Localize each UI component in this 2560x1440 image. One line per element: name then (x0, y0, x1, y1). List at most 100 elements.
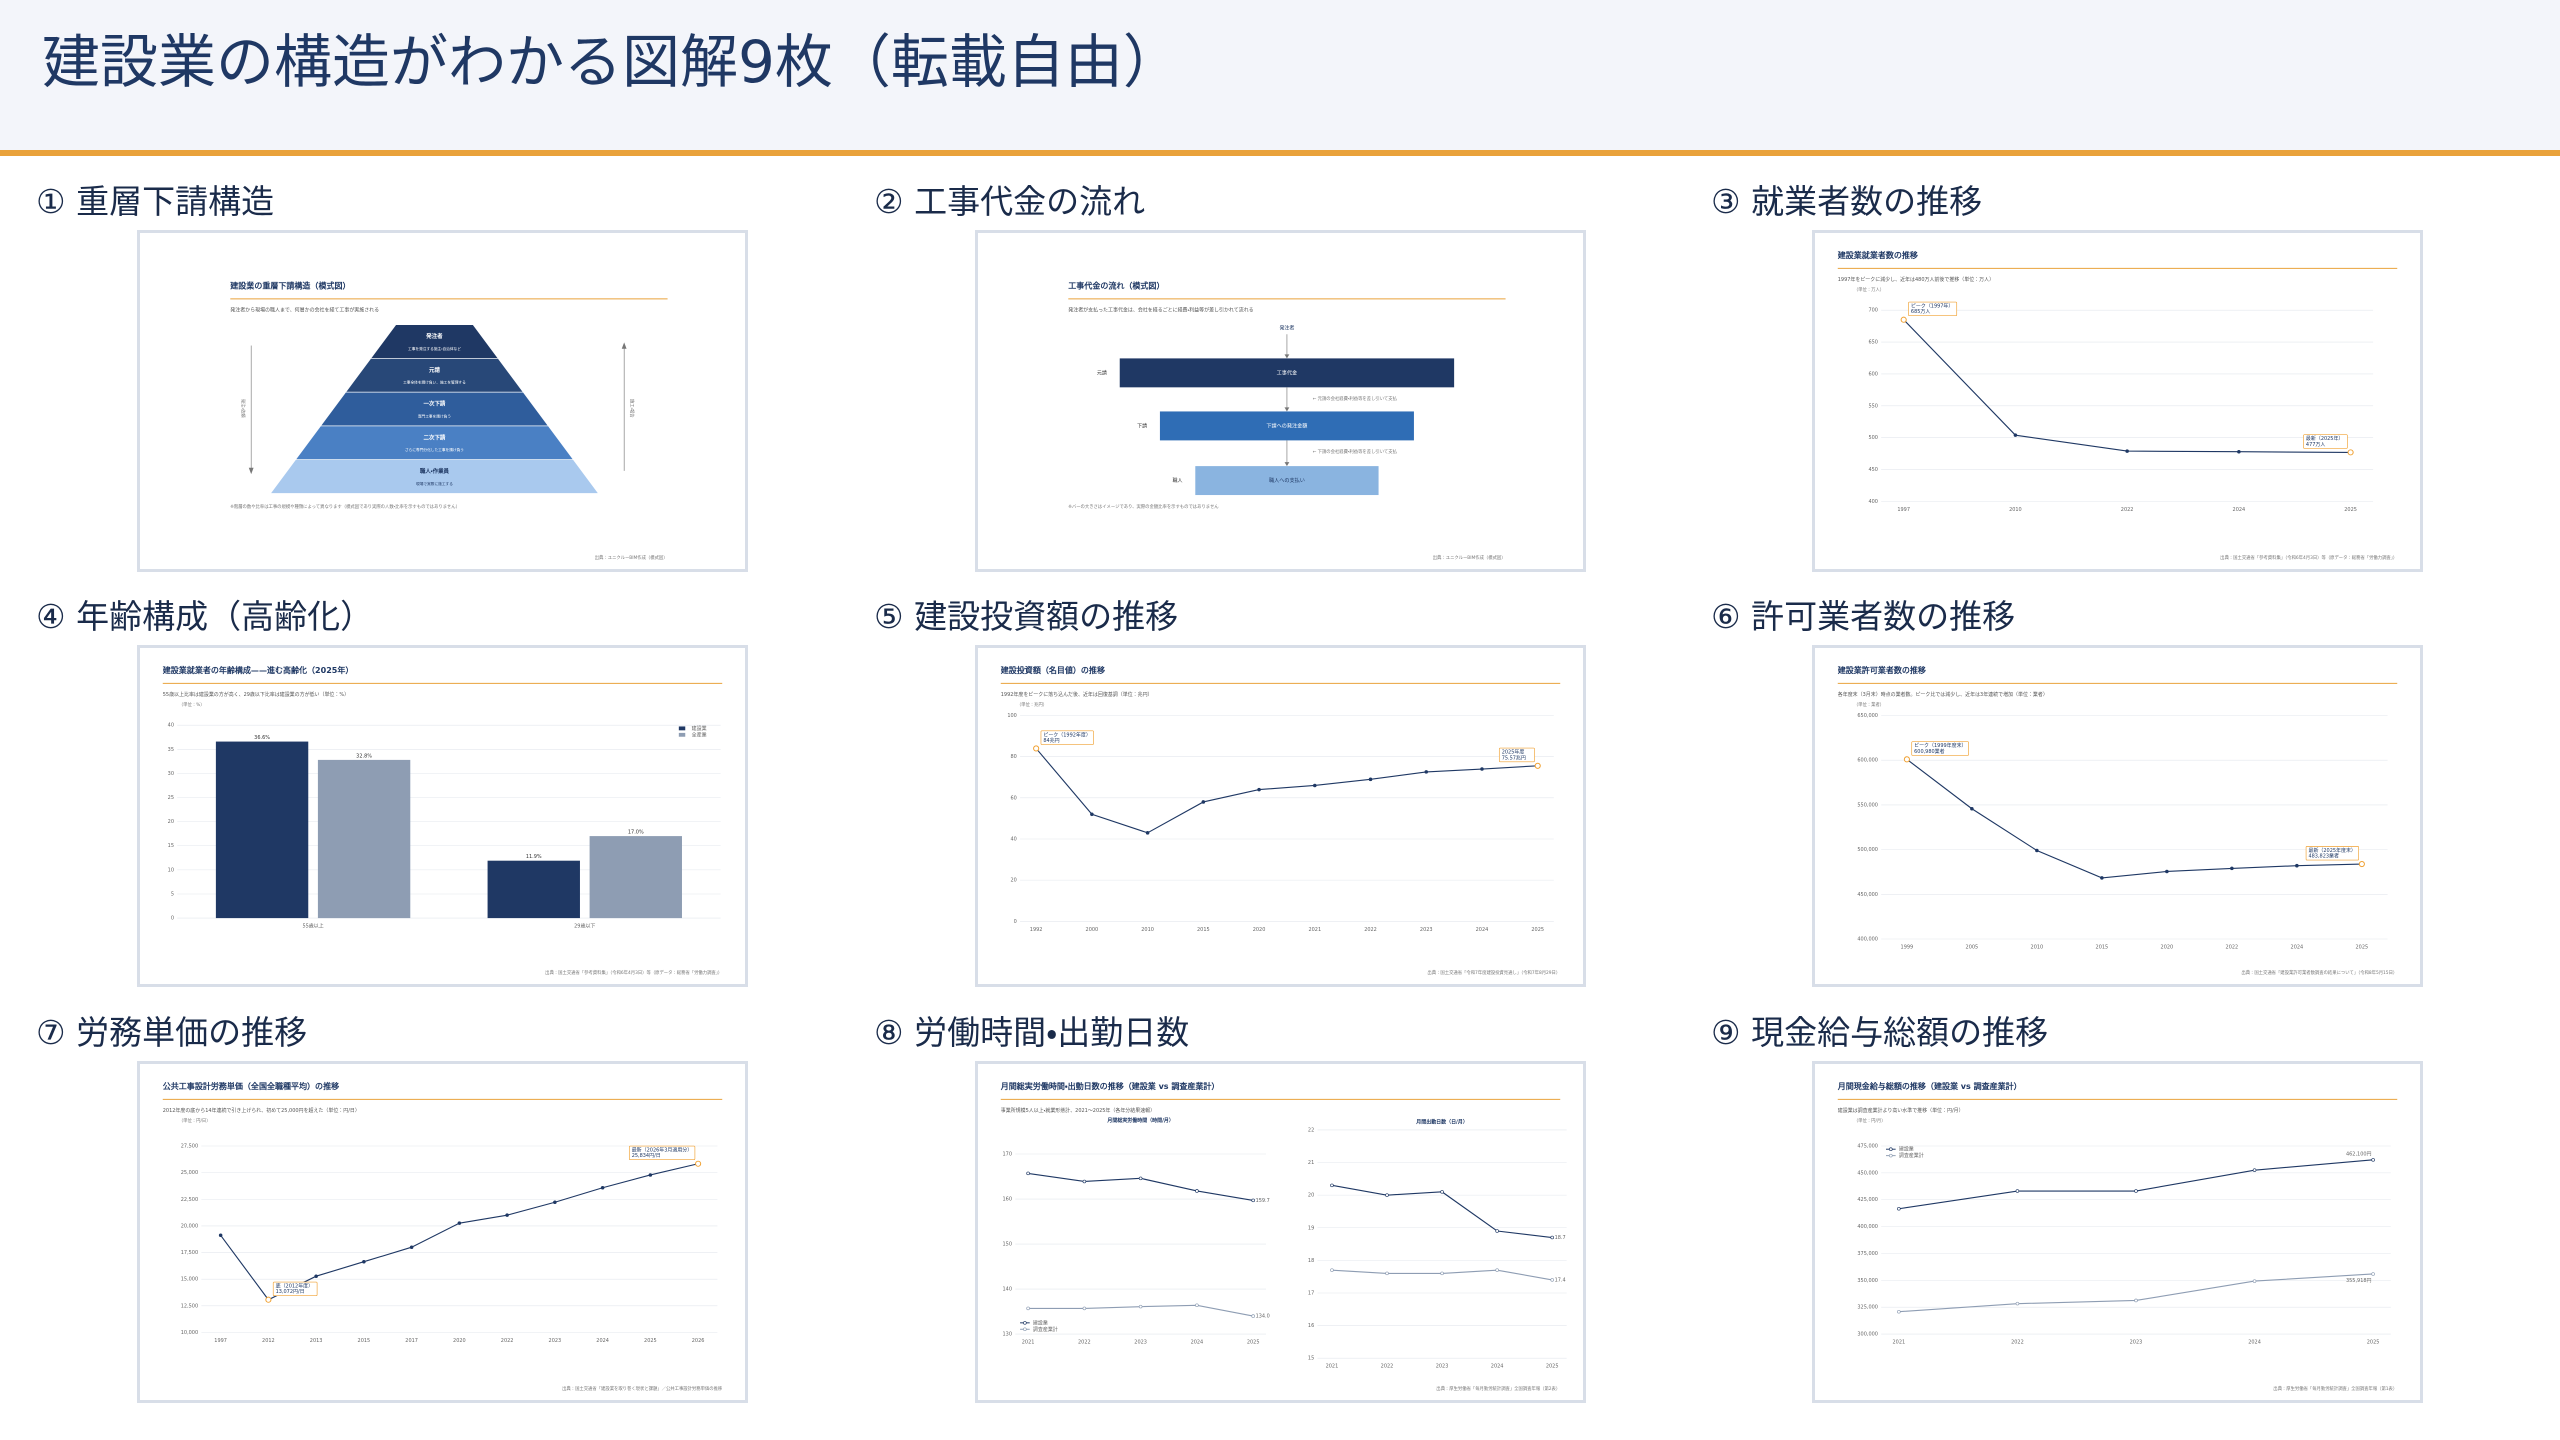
annotation-title: 2025年度 (1502, 749, 1525, 756)
annotation-text: 600,980業者 (1914, 748, 1945, 755)
figure-title: 工事代金の流れ（模式図） (1068, 281, 1164, 291)
source-note: 出典：国土交通省「建設業を取り巻く現状と課題」／公共工事設計労務単価の推移 (562, 1385, 723, 1392)
data-point (1440, 1190, 1444, 1194)
plot-title: 月間出勤日数（日/月） (1415, 1118, 1468, 1125)
figure-subtitle: 1997年をピークに減少し、近年は480万人前後で推移（単位：万人） (1838, 276, 1994, 283)
annotation-title: 最新（2025年） (2306, 435, 2344, 442)
bar (215, 741, 309, 919)
section-heading: ⑦ 労務単価の推移 (36, 1013, 308, 1052)
x-tick-label: 1992 (1030, 927, 1043, 933)
annotation-box (1498, 747, 1535, 763)
section-heading: ① 重層下請構造 (36, 182, 275, 221)
flow-bar-label: 職人への支払い (1269, 476, 1305, 484)
data-point (553, 1200, 557, 1205)
y-tick-label: 20,000 (181, 1223, 198, 1229)
data-point (2371, 1158, 2375, 1162)
figure-title: 月間現金給与総額の推移（建設業 vs 調査産業計） (1837, 1081, 2022, 1091)
section-heading: ② 工事代金の流れ (874, 182, 1146, 221)
y-tick-label: 475,000 (1857, 1143, 1878, 1149)
annotation-title: 最新（2026年3月適用分） (632, 1147, 693, 1154)
page-title: 建設業の構造がわかる図解9枚（転載自由） (42, 28, 1181, 96)
legend-label: 調査産業計 (1033, 1326, 1058, 1333)
x-tick-label: 2022 (501, 1338, 514, 1344)
x-tick-label: 2000 (1086, 927, 1099, 933)
legend-label: 建設業 (692, 725, 707, 732)
y-tick-label: 700 (1868, 308, 1877, 314)
x-tick-label: 2010 (2031, 945, 2044, 951)
data-point (1550, 1278, 1554, 1282)
x-tick-label: 2023 (1134, 1340, 1147, 1346)
figure-subtitle: 1992年度をピークに落ち込んだ後、近年は回復基調（単位：兆円） (1001, 691, 1153, 698)
data-point (1026, 1171, 1030, 1176)
figure-card: 月間現金給与総額の推移（建設業 vs 調査産業計） 建設業は調査産業計より高い水準… (1812, 1061, 2423, 1403)
pyramid-level (320, 391, 549, 427)
data-point (2165, 869, 2169, 874)
source-note: 出典：国土交通省「建設業許可業者数調査の結果について」（令和8年5月15日） (2241, 969, 2397, 976)
data-point (1026, 1306, 1030, 1311)
annotation-text: 84兆円 (1043, 737, 1059, 744)
annotation-box (1908, 301, 1958, 317)
y-unit: （単位：兆円） (1017, 701, 1047, 708)
level-label: 一次下請 (424, 400, 446, 408)
y-unit: （単位：%） (179, 701, 205, 708)
y-tick-label: 600,000 (1857, 758, 1878, 764)
y-tick-label: 450,000 (1857, 892, 1878, 898)
plot-title: 月間総実労働時間（時間/月） (1106, 1117, 1173, 1124)
data-point (1900, 316, 1907, 323)
flow-note: ← 下請の会社経費・利益等を差し引いて支払 (1313, 448, 1398, 455)
annotation-box (1040, 730, 1094, 745)
y-tick-label: 300,000 (1857, 1332, 1878, 1338)
value-label: 134.0 (1256, 1314, 1270, 1320)
y-tick-label: 400,000 (1857, 936, 1878, 942)
arrow-head (1284, 462, 1290, 467)
x-tick-label: 2015 (2096, 945, 2109, 951)
data-point (648, 1173, 653, 1177)
x-tick-label: 2025 (1531, 927, 1544, 933)
y-tick-label: 12,500 (181, 1303, 198, 1309)
y-unit: （単位：業者） (1854, 701, 1884, 708)
pyramid-level (269, 459, 600, 494)
figure: 建設投資額（名目値）の推移 1992年度をピークに落ち込んだ後、近年は回復基調（単… (1000, 665, 1561, 976)
value-label: 36.6% (254, 735, 270, 741)
data-point (1368, 777, 1373, 782)
bar (487, 860, 580, 919)
annotation-box (628, 1145, 696, 1161)
flow-note: ← 元請の会社経費・利益等を差し引いて支払 (1313, 395, 1398, 402)
y-tick-label: 150 (1003, 1242, 1012, 1248)
x-tick-label: 2023 (1436, 1364, 1449, 1370)
x-tick-label: 2021 (1326, 1364, 1339, 1370)
figure-subtitle: 発注者から現場の職人まで、何層かの会社を経て工事が実施される (230, 307, 379, 314)
pyramid-level (370, 324, 499, 359)
flow-bar-label: 工事代金 (1277, 368, 1298, 376)
figure-subtitle: 事業所規模5人以上・就業形態計、2021〜2025年（各年分結果速報） (1001, 1107, 1155, 1114)
figure-title: 建設業就業者の年齢構成——進む高齢化（2025年） (162, 665, 354, 675)
data-point (1082, 1306, 1087, 1311)
flow-bar-label: 下請への発注金額 (1266, 421, 1307, 429)
data-point (314, 1274, 318, 1278)
figure-card: 建設業就業者の年齢構成——進む高齢化（2025年） 55歳以上比率は建設業の方が高… (137, 645, 748, 987)
x-tick-label: 2025 (644, 1338, 657, 1344)
flow-bar (1195, 466, 1379, 496)
y-tick-label: 60 (1011, 795, 1017, 801)
annotation-box (1911, 741, 1969, 756)
level-label: 二次下請 (424, 433, 446, 441)
data-point (2035, 848, 2039, 853)
legend-label: 建設業 (1899, 1146, 1914, 1153)
y-tick-label: 0 (171, 916, 174, 922)
level-desc: 現場で実際に施工する (416, 481, 453, 486)
y-tick-label: 500,000 (1857, 847, 1878, 853)
data-point (600, 1185, 605, 1190)
y-tick-label: 40 (1011, 836, 1017, 842)
data-point (1195, 1303, 1199, 1308)
value-label: 32.8% (356, 753, 372, 759)
y-tick-label: 22,500 (181, 1197, 198, 1203)
x-tick-label: 2021 (1308, 927, 1321, 933)
level-desc: さらに専門分化した工事を請け負う (405, 447, 464, 452)
data-point (1534, 762, 1541, 769)
section-heading: ③ 就業者数の推移 (1711, 182, 1983, 221)
data-point (2134, 1189, 2138, 1193)
figure: 建設業就業者の年齢構成——進む高齢化（2025年） 55歳以上比率は建設業の方が高… (162, 665, 723, 976)
x-tick-label: 1997 (1897, 507, 1910, 513)
level-label: 元請 (429, 366, 440, 374)
bar (317, 759, 411, 919)
